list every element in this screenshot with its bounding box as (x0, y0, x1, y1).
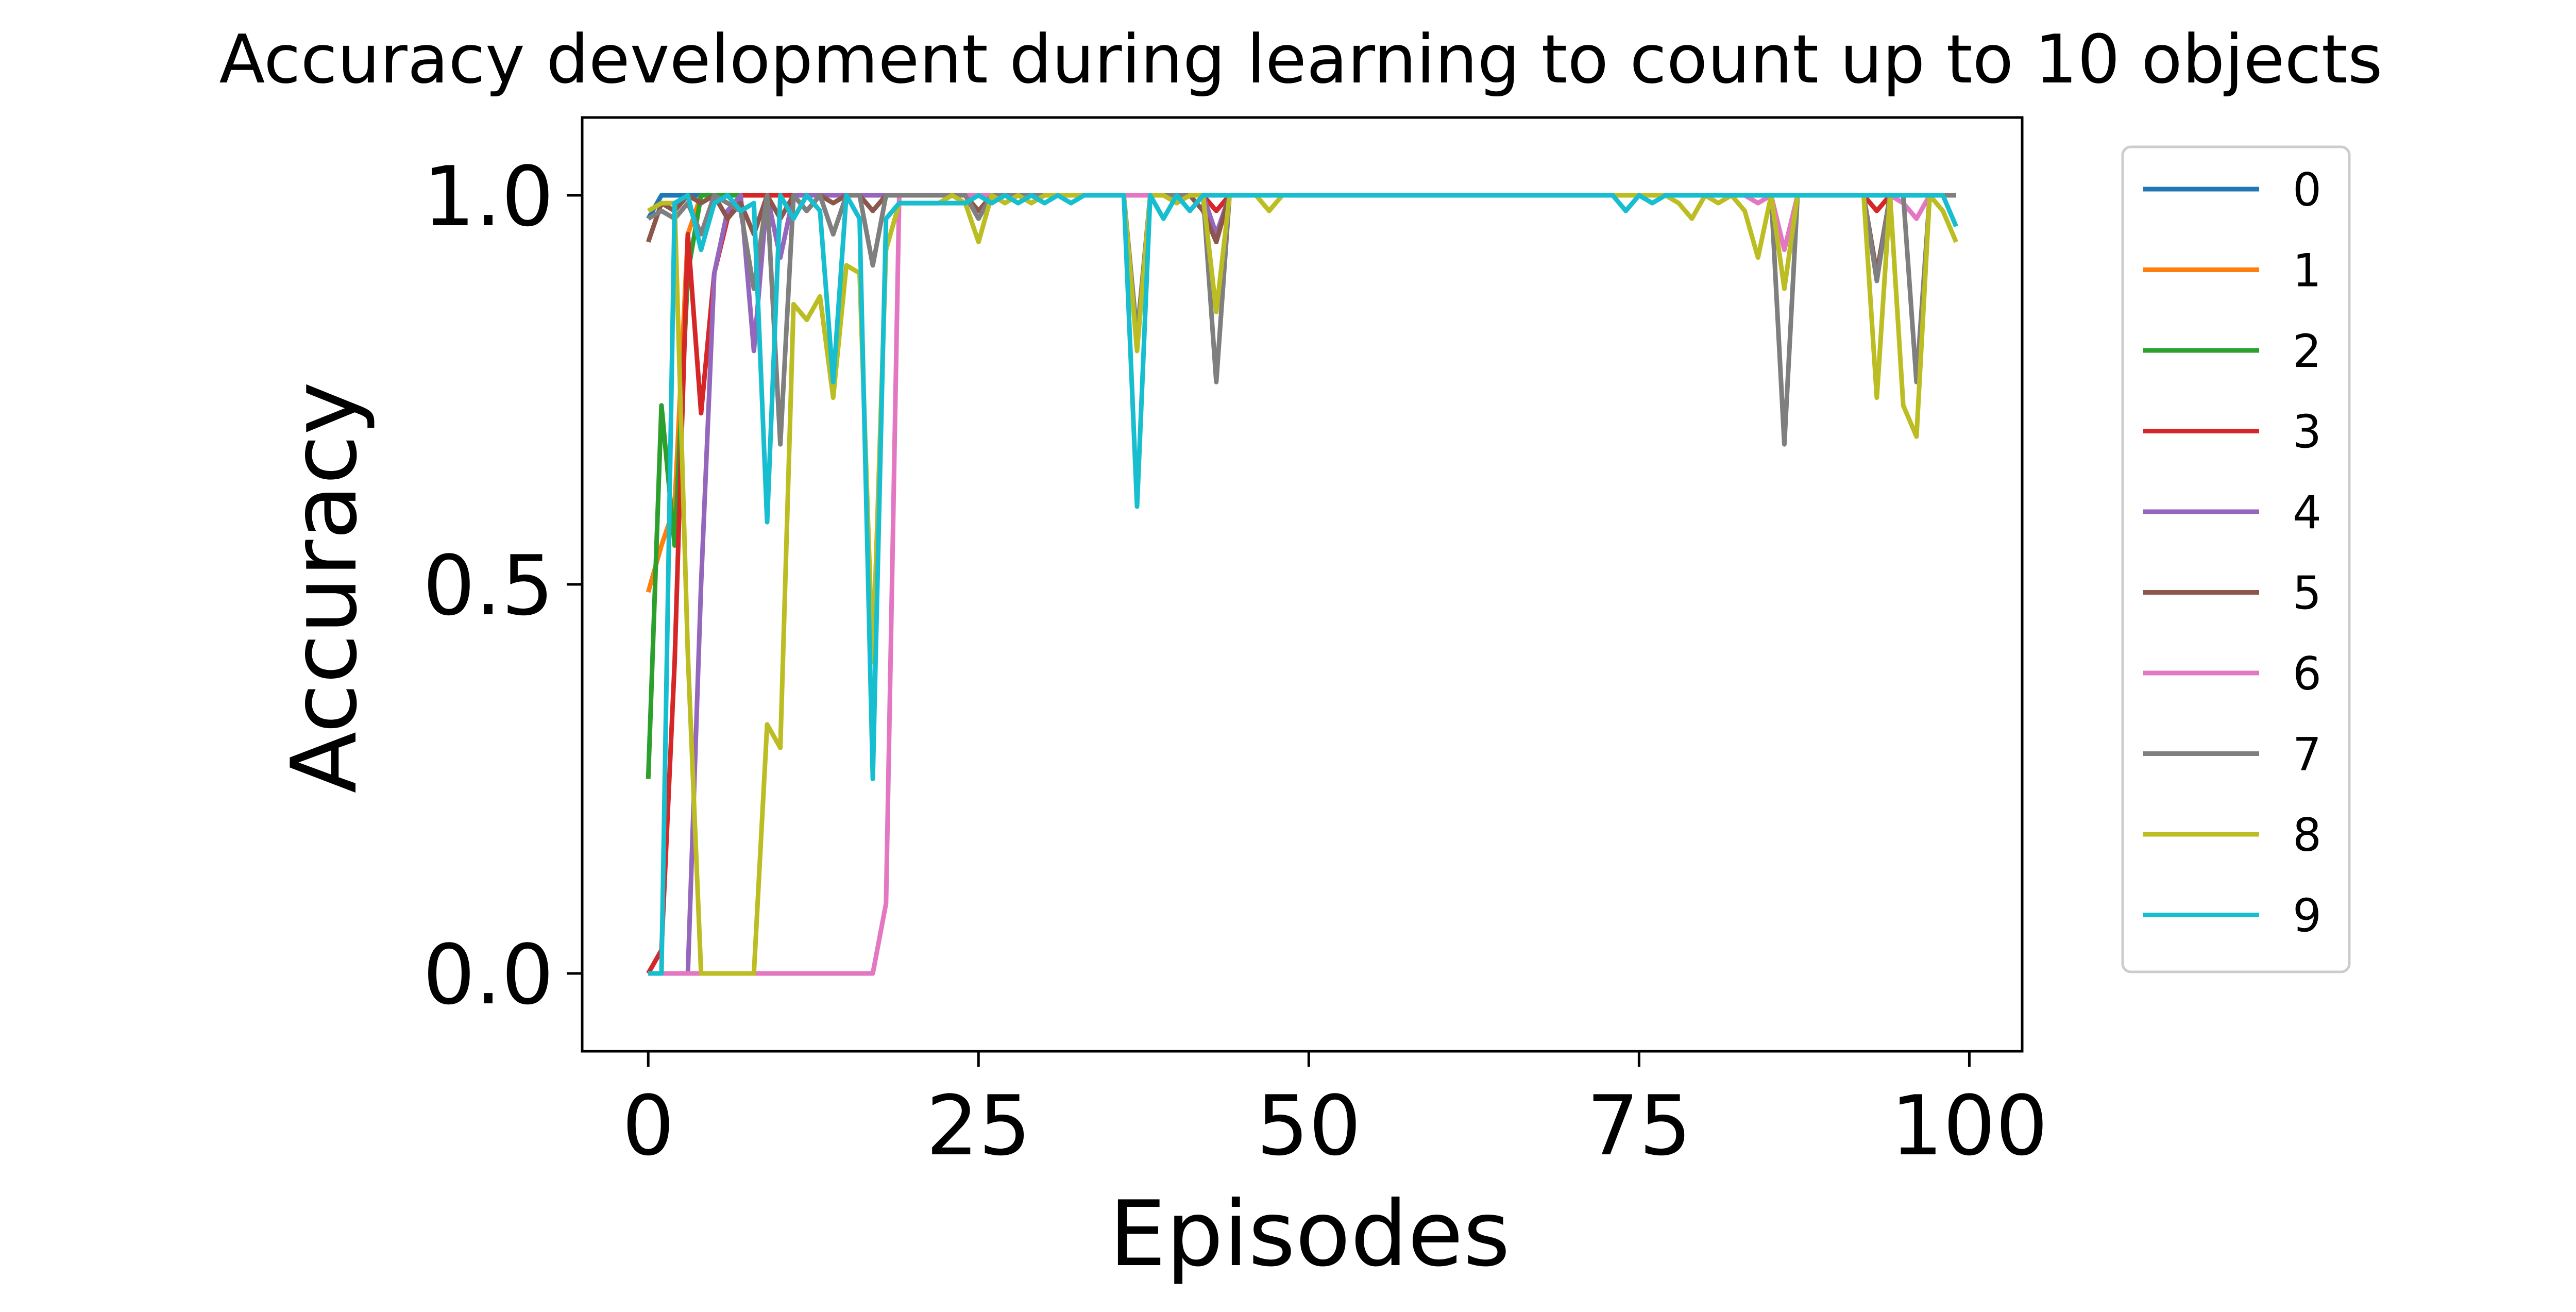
x-axis-label: Episodes (1109, 1182, 1510, 1287)
legend-label-5: 5 (2293, 567, 2321, 620)
y-tick-label: 0.5 (423, 537, 554, 634)
legend-label-6: 6 (2293, 647, 2321, 700)
y-tick-label: 1.0 (423, 148, 554, 245)
legend: 0 1 2 3 4 5 6 7 8 9 (2121, 145, 2351, 973)
x-tick-label: 0 (622, 1078, 674, 1174)
legend-label-9: 9 (2293, 889, 2321, 943)
x-tick-label: 25 (926, 1078, 1031, 1174)
y-axis-label: Accuracy (273, 382, 377, 794)
legend-label-4: 4 (2293, 486, 2321, 539)
x-tick-label: 75 (1587, 1078, 1692, 1174)
legend-label-0: 0 (2293, 163, 2321, 216)
x-tick-label: 100 (1891, 1078, 2048, 1174)
chart-title: Accuracy development during learning to … (219, 20, 2382, 98)
plot-area: 0 25 50 75 100 0.0 0.5 1.0 (423, 116, 2048, 1174)
legend-label-8: 8 (2293, 809, 2321, 862)
legend-label-2: 2 (2293, 325, 2321, 378)
legend-label-3: 3 (2293, 406, 2321, 459)
x-tick-label: 50 (1257, 1078, 1362, 1174)
legend-label-1: 1 (2293, 244, 2321, 297)
legend-label-7: 7 (2293, 728, 2321, 781)
y-tick-label: 0.0 (423, 927, 554, 1023)
legend-box (2121, 145, 2351, 973)
series-line-9 (648, 193, 1958, 976)
